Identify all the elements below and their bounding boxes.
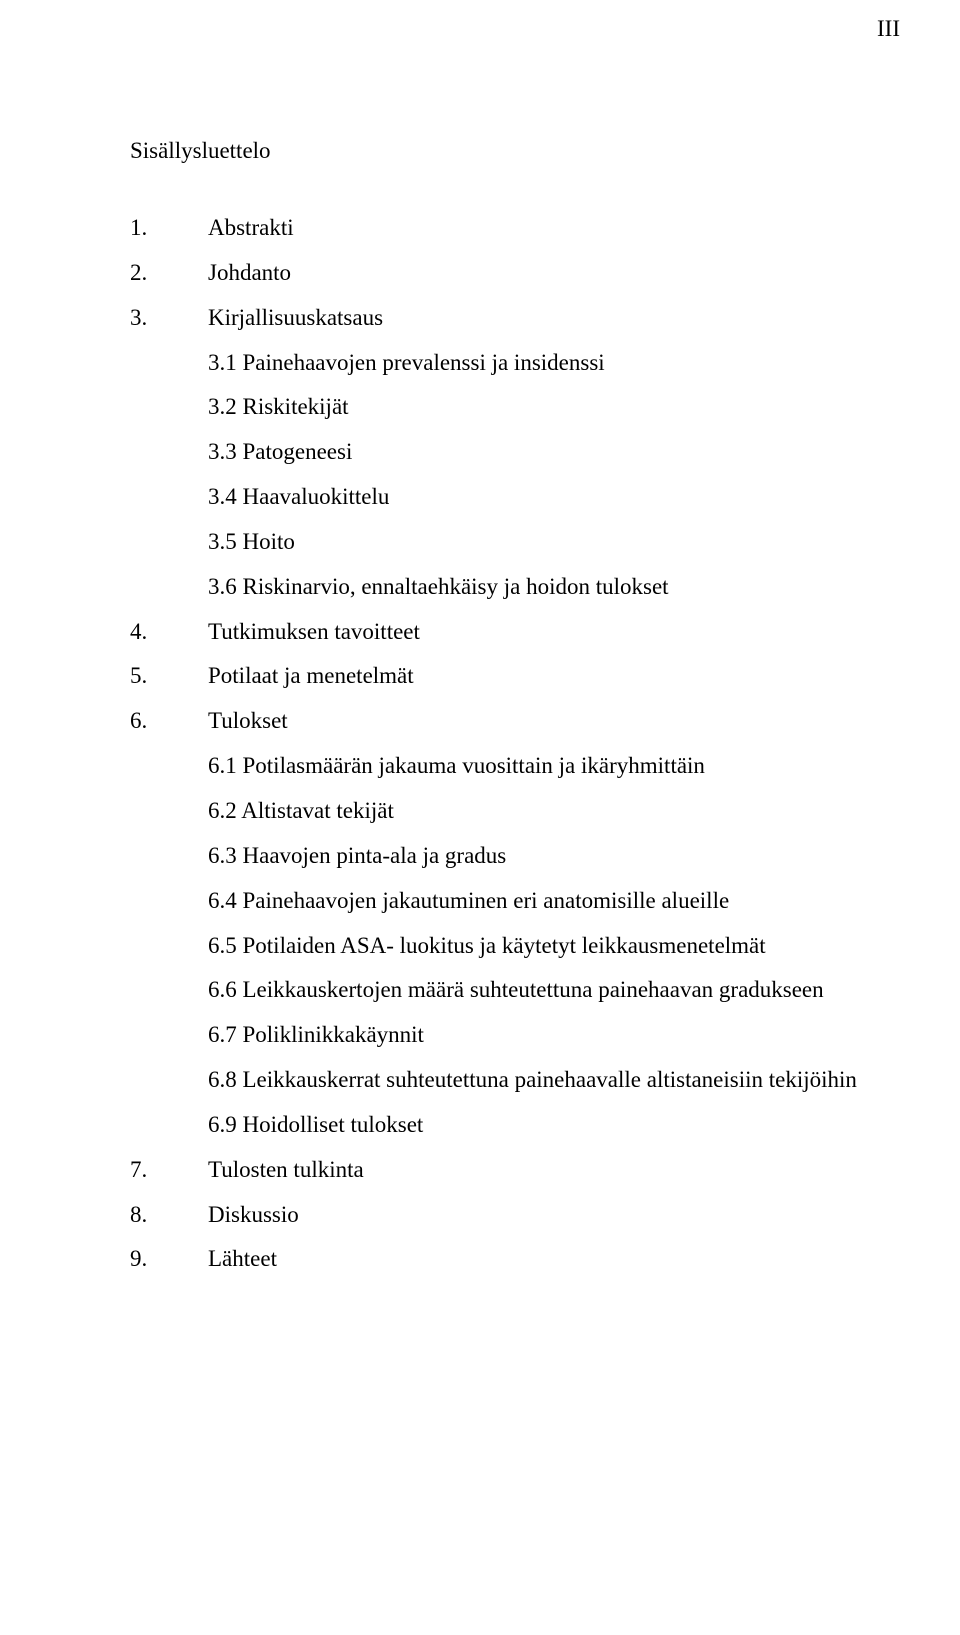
toc-item: 9.Lähteet bbox=[130, 1237, 864, 1282]
toc-subitem: 3.6 Riskinarvio, ennaltaehkäisy ja hoido… bbox=[130, 565, 864, 610]
toc-subitem: 6.4 Painehaavojen jakautuminen eri anato… bbox=[130, 879, 864, 924]
content-area: Sisällysluettelo 1.Abstrakti2.Johdanto3.… bbox=[130, 138, 864, 1282]
toc-item-label: Tulosten tulkinta bbox=[208, 1148, 864, 1193]
toc-item-number: 1. bbox=[130, 206, 208, 251]
toc-item-label: Diskussio bbox=[208, 1193, 864, 1238]
toc-item-number: 6. bbox=[130, 699, 208, 744]
toc-subitem: 6.8 Leikkauskerrat suhteutettuna paineha… bbox=[130, 1058, 864, 1103]
toc-subitem: 3.1 Painehaavojen prevalenssi ja insiden… bbox=[130, 341, 864, 386]
toc-item-label: Abstrakti bbox=[208, 206, 864, 251]
toc-item: 3.Kirjallisuuskatsaus bbox=[130, 296, 864, 341]
toc-item-number: 4. bbox=[130, 610, 208, 655]
toc-subitem: 6.7 Poliklinikkakäynnit bbox=[130, 1013, 864, 1058]
toc-title: Sisällysluettelo bbox=[130, 138, 864, 164]
toc-subitem: 6.1 Potilasmäärän jakauma vuosittain ja … bbox=[130, 744, 864, 789]
toc-item-label: Lähteet bbox=[208, 1237, 864, 1282]
toc-item-number: 7. bbox=[130, 1148, 208, 1193]
toc-item-label: Kirjallisuuskatsaus bbox=[208, 296, 864, 341]
toc-subitem: 3.5 Hoito bbox=[130, 520, 864, 565]
toc-item-number: 2. bbox=[130, 251, 208, 296]
toc-item-label: Tutkimuksen tavoitteet bbox=[208, 610, 864, 655]
toc-item-label: Johdanto bbox=[208, 251, 864, 296]
page-number: III bbox=[877, 16, 900, 42]
toc-item-number: 9. bbox=[130, 1237, 208, 1282]
toc-subitem: 3.3 Patogeneesi bbox=[130, 430, 864, 475]
toc-item-number: 8. bbox=[130, 1193, 208, 1238]
toc-subitem: 6.3 Haavojen pinta-ala ja gradus bbox=[130, 834, 864, 879]
toc-item-label: Tulokset bbox=[208, 699, 864, 744]
toc-subitem: 6.6 Leikkauskertojen määrä suhteutettuna… bbox=[130, 968, 864, 1013]
toc-item-number: 5. bbox=[130, 654, 208, 699]
toc-item: 8.Diskussio bbox=[130, 1193, 864, 1238]
toc-item-number: 3. bbox=[130, 296, 208, 341]
toc-item: 1.Abstrakti bbox=[130, 206, 864, 251]
toc-subitem: 6.5 Potilaiden ASA- luokitus ja käytetyt… bbox=[130, 924, 864, 969]
toc-item: 6.Tulokset bbox=[130, 699, 864, 744]
toc-subitem: 3.2 Riskitekijät bbox=[130, 385, 864, 430]
document-page: III Sisällysluettelo 1.Abstrakti2.Johdan… bbox=[0, 0, 960, 1635]
toc-subitem: 3.4 Haavaluokittelu bbox=[130, 475, 864, 520]
toc-item: 2.Johdanto bbox=[130, 251, 864, 296]
toc-item: 7.Tulosten tulkinta bbox=[130, 1148, 864, 1193]
toc-item-label: Potilaat ja menetelmät bbox=[208, 654, 864, 699]
toc-list: 1.Abstrakti2.Johdanto3.Kirjallisuuskatsa… bbox=[130, 206, 864, 1282]
toc-item: 4.Tutkimuksen tavoitteet bbox=[130, 610, 864, 655]
toc-subitem: 6.2 Altistavat tekijät bbox=[130, 789, 864, 834]
toc-subitem: 6.9 Hoidolliset tulokset bbox=[130, 1103, 864, 1148]
toc-item: 5.Potilaat ja menetelmät bbox=[130, 654, 864, 699]
